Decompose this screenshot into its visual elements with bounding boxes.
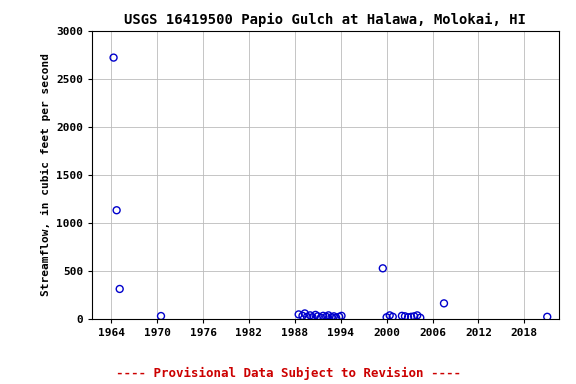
Y-axis label: Streamflow, in cubic feet per second: Streamflow, in cubic feet per second bbox=[40, 53, 51, 296]
Point bbox=[324, 312, 333, 318]
Point bbox=[327, 314, 336, 320]
Text: ---- Provisional Data Subject to Revision ----: ---- Provisional Data Subject to Revisio… bbox=[116, 367, 460, 380]
Point bbox=[543, 314, 552, 320]
Point bbox=[332, 315, 341, 321]
Point bbox=[416, 315, 425, 321]
Point bbox=[311, 312, 320, 318]
Point bbox=[298, 313, 307, 319]
Point bbox=[294, 311, 304, 318]
Point bbox=[308, 314, 317, 320]
Point bbox=[382, 314, 391, 320]
Point bbox=[410, 313, 419, 319]
Point bbox=[407, 314, 416, 320]
Point bbox=[157, 313, 166, 319]
Point bbox=[329, 313, 339, 319]
Point bbox=[397, 313, 407, 319]
Point bbox=[385, 312, 395, 318]
Point bbox=[316, 315, 325, 321]
Point bbox=[378, 265, 388, 271]
Point bbox=[335, 314, 344, 320]
Point bbox=[400, 313, 410, 319]
Point bbox=[388, 314, 397, 320]
Point bbox=[313, 313, 323, 319]
Point bbox=[300, 310, 309, 316]
Point bbox=[302, 314, 312, 320]
Point bbox=[115, 286, 124, 292]
Point bbox=[112, 207, 121, 214]
Point bbox=[439, 300, 449, 306]
Point bbox=[337, 313, 346, 319]
Title: USGS 16419500 Papio Gulch at Halawa, Molokai, HI: USGS 16419500 Papio Gulch at Halawa, Mol… bbox=[124, 13, 526, 27]
Point bbox=[321, 314, 331, 320]
Point bbox=[412, 312, 422, 318]
Point bbox=[319, 313, 328, 319]
Point bbox=[403, 314, 412, 320]
Point bbox=[109, 55, 118, 61]
Point bbox=[305, 312, 314, 318]
